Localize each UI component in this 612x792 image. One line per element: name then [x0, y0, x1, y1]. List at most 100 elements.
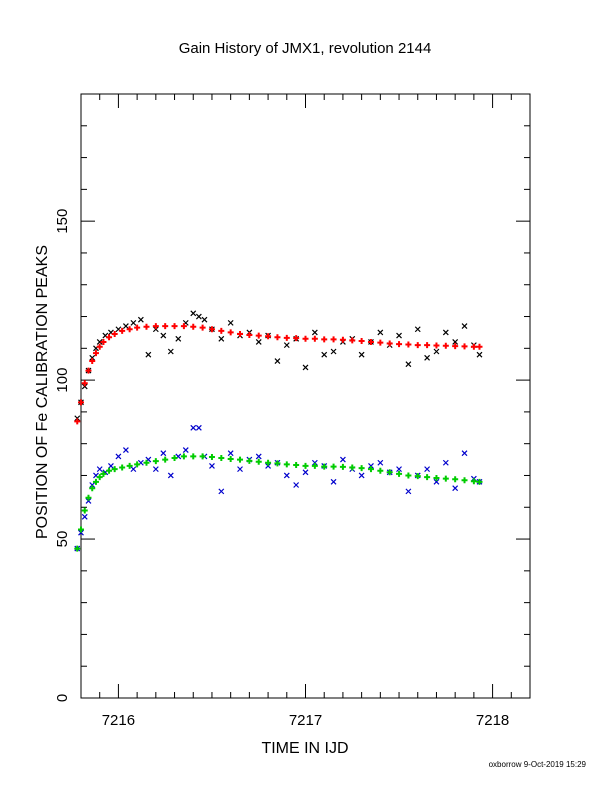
data-point [237, 456, 244, 463]
data-point [145, 351, 152, 358]
data-point [424, 466, 431, 473]
data-point [100, 338, 107, 345]
data-point [255, 339, 262, 345]
data-point [199, 453, 206, 460]
series-2 [74, 424, 483, 552]
data-point [96, 474, 103, 481]
data-point [265, 459, 272, 466]
data-point [162, 323, 169, 330]
data-point [175, 335, 182, 342]
series-1 [74, 323, 483, 425]
data-point [283, 342, 290, 349]
data-point [134, 461, 141, 468]
data-point [85, 367, 92, 374]
data-point [137, 316, 144, 323]
series-0 [74, 310, 483, 422]
data-point [218, 335, 225, 342]
data-point [227, 455, 234, 462]
data-point [208, 454, 215, 461]
data-point [246, 457, 253, 464]
data-point [89, 485, 96, 492]
data-point [115, 453, 122, 460]
data-point [321, 336, 328, 343]
data-point [470, 343, 477, 350]
data-point [96, 343, 103, 350]
data-point [461, 323, 468, 329]
data-point [339, 463, 346, 470]
data-point [81, 513, 88, 520]
data-point [433, 342, 440, 349]
data-point [452, 339, 459, 345]
data-point [89, 354, 96, 361]
data-point [130, 319, 137, 326]
data-point [126, 326, 133, 333]
data-point [265, 333, 272, 340]
data-point [209, 463, 215, 469]
data-point [405, 472, 412, 479]
data-point [396, 341, 403, 348]
data-point [339, 336, 346, 343]
data-point [452, 343, 459, 350]
data-point [442, 475, 449, 482]
data-point [126, 462, 133, 469]
data-point [130, 466, 137, 473]
data-point [283, 461, 290, 468]
series-layer [74, 310, 483, 552]
data-point [414, 326, 421, 333]
data-point [195, 313, 202, 320]
data-point [358, 465, 365, 472]
data-point [452, 476, 459, 483]
data-point [414, 473, 421, 480]
data-point [122, 447, 129, 453]
plot-frame [80, 93, 531, 699]
y-axis-label: POSITION OF Fe CALIBRATION PEAKS [34, 245, 51, 539]
data-point [92, 478, 99, 485]
data-point [106, 467, 113, 474]
data-point [74, 415, 81, 422]
data-point [255, 332, 262, 339]
data-point [358, 472, 365, 479]
data-point [265, 463, 272, 469]
data-point [396, 466, 402, 473]
series-3 [74, 453, 483, 552]
data-point [476, 478, 483, 485]
data-point [190, 424, 197, 431]
data-point [167, 472, 174, 479]
data-point [227, 319, 234, 326]
data-point [167, 348, 174, 355]
y-tick-label: 100 [54, 368, 71, 393]
data-point [218, 327, 225, 334]
data-point [405, 488, 412, 495]
data-point [119, 327, 126, 334]
data-point [182, 447, 189, 453]
data-point [311, 459, 318, 466]
data-point [330, 348, 337, 355]
data-point [321, 351, 328, 358]
data-point [106, 334, 113, 341]
data-point [330, 336, 337, 343]
data-point [311, 329, 318, 336]
data-point [302, 335, 309, 342]
data-point [377, 339, 384, 346]
data-point [74, 545, 81, 552]
data-point [201, 316, 208, 323]
data-point [237, 466, 243, 473]
data-point [442, 342, 449, 349]
data-point [302, 462, 309, 469]
data-point [89, 482, 96, 488]
data-point [293, 461, 300, 468]
data-point [321, 463, 328, 470]
data-point [330, 463, 337, 470]
data-point [339, 456, 346, 463]
data-point [180, 323, 187, 330]
y-tick-label: 50 [54, 531, 71, 548]
x-tick-label: 7217 [289, 712, 322, 729]
data-point [274, 334, 281, 341]
data-point [396, 332, 402, 339]
data-point [78, 399, 84, 406]
data-point [180, 453, 187, 460]
data-point [85, 494, 92, 501]
data-point [195, 424, 202, 431]
data-point [81, 380, 88, 387]
data-point [190, 323, 197, 330]
